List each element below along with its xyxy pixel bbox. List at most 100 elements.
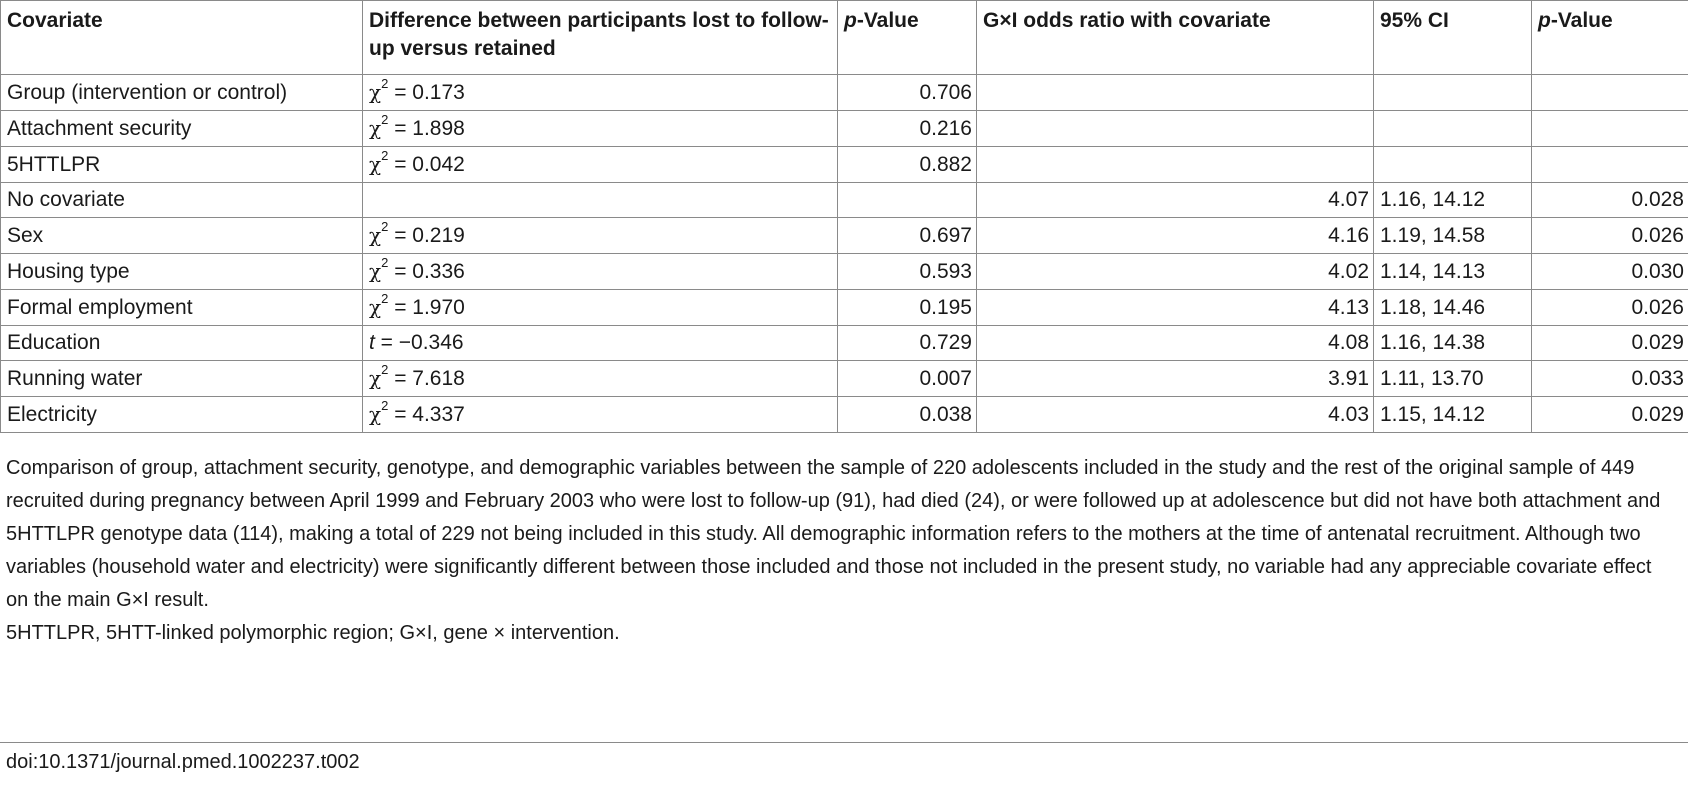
table-row: Education t = −0.346 0.729 4.08 1.16, 14.38 0… (0, 325, 1688, 361)
cell-covariate: Running water (0, 360, 363, 397)
cell-p-value-1: 0.195 (837, 289, 977, 326)
stat-superscript: 2 (381, 291, 389, 306)
stat-superscript: 2 (381, 398, 389, 413)
stat-symbol: χ (369, 259, 382, 283)
cell-p-value-2: 0.029 (1531, 396, 1688, 433)
cell-p-value-1: 0.697 (837, 217, 977, 254)
cell-odds-ratio (976, 74, 1374, 111)
stat-symbol: χ (369, 366, 382, 390)
stat-symbol: χ (369, 116, 382, 140)
cell-odds-ratio (976, 110, 1374, 147)
cell-difference-stat: χ2 = 0.336 (362, 253, 838, 290)
table-row: Sex χ2 = 0.219 0.697 4.16 1.19, 14.58 0.026 (0, 217, 1688, 254)
cell-covariate: Sex (0, 217, 363, 254)
covariate-table: Covariate Difference between participant… (0, 0, 1688, 433)
header-95-ci: 95% CI (1373, 0, 1532, 75)
footnote-abbreviations: 5HTTLPR, 5HTT-linked polymorphic region;… (6, 622, 620, 644)
stat-value: = 1.970 (388, 296, 465, 319)
stat-value: = 0.173 (388, 81, 465, 104)
cell-p-value-2 (1531, 110, 1688, 147)
cell-95-ci: 1.19, 14.58 (1373, 217, 1532, 254)
cell-95-ci: 1.11, 13.70 (1373, 360, 1532, 397)
table-row: Electricity χ2 = 4.337 0.038 4.03 1.15, 14.1… (0, 396, 1688, 433)
cell-difference-stat: χ2 = 7.618 (362, 360, 838, 397)
cell-p-value-1: 0.882 (837, 146, 977, 183)
cell-difference-stat: χ2 = 0.042 (362, 146, 838, 183)
cell-odds-ratio: 4.13 (976, 289, 1374, 326)
cell-p-value-1: 0.216 (837, 110, 977, 147)
cell-covariate: No covariate (0, 182, 363, 218)
stat-symbol: χ (369, 295, 382, 319)
cell-difference-stat: t = −0.346 (362, 325, 838, 361)
stat-value: = 0.219 (388, 224, 465, 247)
cell-p-value-2: 0.033 (1531, 360, 1688, 397)
cell-95-ci: 1.16, 14.38 (1373, 325, 1532, 361)
stat-superscript: 2 (381, 219, 389, 234)
cell-p-value-2: 0.030 (1531, 253, 1688, 290)
cell-covariate: Housing type (0, 253, 363, 290)
cell-difference-stat: χ2 = 1.898 (362, 110, 838, 147)
cell-95-ci: 1.14, 14.13 (1373, 253, 1532, 290)
cell-p-value-2: 0.026 (1531, 217, 1688, 254)
header-difference: Difference between participants lost to … (362, 0, 838, 75)
header-p-value-2: p-Value (1531, 0, 1688, 75)
footnote-description: Comparison of group, attachment security… (6, 457, 1661, 611)
cell-95-ci: 1.15, 14.12 (1373, 396, 1532, 433)
table-row: Running water χ2 = 7.618 0.007 3.91 1.11, 13… (0, 360, 1688, 397)
cell-odds-ratio: 4.07 (976, 182, 1374, 218)
cell-p-value-2 (1531, 146, 1688, 183)
stat-value: = 0.336 (388, 260, 465, 283)
cell-covariate: Education (0, 325, 363, 361)
cell-95-ci (1373, 110, 1532, 147)
stat-symbol: χ (369, 223, 382, 247)
header-covariate: Covariate (0, 0, 363, 75)
table-row: No covariate 4.07 1.16, 14.12 0.028 (0, 182, 1688, 218)
cell-odds-ratio: 4.16 (976, 217, 1374, 254)
stat-value: = 0.042 (388, 153, 465, 176)
stat-superscript: 2 (381, 112, 389, 127)
cell-odds-ratio: 4.03 (976, 396, 1374, 433)
stat-symbol: t (369, 331, 375, 354)
cell-95-ci (1373, 146, 1532, 183)
cell-p-value-1 (837, 182, 977, 218)
stat-superscript: 2 (381, 148, 389, 163)
stat-superscript: 2 (381, 362, 389, 377)
cell-difference-stat: χ2 = 0.173 (362, 74, 838, 111)
cell-covariate: Electricity (0, 396, 363, 433)
cell-odds-ratio: 3.91 (976, 360, 1374, 397)
cell-p-value-2: 0.028 (1531, 182, 1688, 218)
cell-odds-ratio: 4.02 (976, 253, 1374, 290)
stat-value: = 1.898 (388, 117, 465, 140)
cell-p-value-2: 0.026 (1531, 289, 1688, 326)
stat-superscript: 2 (381, 76, 389, 91)
cell-covariate: Attachment security (0, 110, 363, 147)
cell-p-value-1: 0.593 (837, 253, 977, 290)
cell-difference-stat: χ2 = 4.337 (362, 396, 838, 433)
cell-covariate: Group (intervention or control) (0, 74, 363, 111)
cell-p-value-1: 0.729 (837, 325, 977, 361)
table-row: Group (intervention or control) χ2 = 0.17… (0, 74, 1688, 111)
cell-odds-ratio (976, 146, 1374, 183)
cell-p-value-1: 0.007 (837, 360, 977, 397)
cell-p-value-1: 0.038 (837, 396, 977, 433)
header-p-value-1: p-Value (837, 0, 977, 75)
cell-95-ci: 1.16, 14.12 (1373, 182, 1532, 218)
stat-superscript: 2 (381, 255, 389, 270)
cell-difference-stat: χ2 = 0.219 (362, 217, 838, 254)
cell-odds-ratio: 4.08 (976, 325, 1374, 361)
cell-covariate: Formal employment (0, 289, 363, 326)
stat-symbol: χ (369, 80, 382, 104)
stat-symbol: χ (369, 152, 382, 176)
stat-value: = 7.618 (388, 367, 465, 390)
table-header-row: Covariate Difference between participant… (0, 0, 1688, 75)
table-row: Attachment security χ2 = 1.898 0.216 (0, 110, 1688, 147)
cell-difference-stat (362, 182, 838, 218)
cell-p-value-2 (1531, 74, 1688, 111)
cell-95-ci: 1.18, 14.46 (1373, 289, 1532, 326)
table-row: 5HTTLPR χ2 = 0.042 0.882 (0, 146, 1688, 183)
cell-p-value-1: 0.706 (837, 74, 977, 111)
cell-covariate: 5HTTLPR (0, 146, 363, 183)
table-row: Formal employment χ2 = 1.970 0.195 4.13 1.18… (0, 289, 1688, 326)
cell-p-value-2: 0.029 (1531, 325, 1688, 361)
table-row: Housing type χ2 = 0.336 0.593 4.02 1.14, 14.… (0, 253, 1688, 290)
